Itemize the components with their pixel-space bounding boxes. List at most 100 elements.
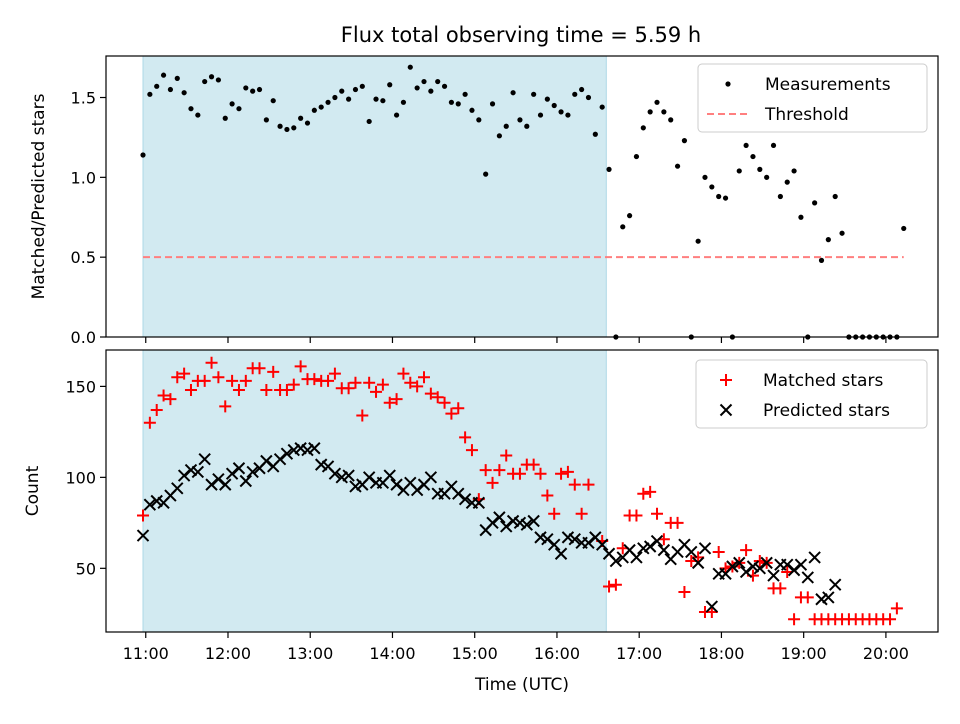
matched-star-point [356, 409, 369, 422]
matched-star-point [294, 360, 307, 373]
x-tick-label: 20:00 [863, 644, 909, 663]
measurement-point [167, 86, 174, 93]
matched-star-point [205, 356, 218, 369]
matched-star-point [143, 416, 156, 429]
bottom-panel: 50 100 150 11:00 12:00 13:00 14:00 15:00 16:00 17… [23, 349, 939, 695]
matched-star-point [465, 444, 478, 457]
legend-label: Threshold [764, 105, 849, 125]
measurement-point [633, 153, 640, 160]
matched-star-point [397, 367, 410, 380]
measurement-point [222, 115, 228, 121]
matched-star-point [328, 367, 341, 380]
predicted-star-point [767, 569, 780, 582]
predicted-star-point [143, 498, 157, 511]
legend-box [695, 359, 928, 429]
matched-star-point [561, 465, 574, 478]
predicted-star-point [342, 469, 355, 482]
matched-star-point [712, 545, 725, 558]
measurement-point [202, 78, 208, 85]
measurement-point [400, 99, 407, 105]
measurement-point [236, 106, 242, 112]
measurement-point [284, 126, 290, 133]
measurement-point [352, 86, 359, 93]
matched-star-point [137, 509, 150, 522]
measurement-point [263, 117, 269, 123]
predicted-star-point [801, 571, 814, 584]
matched-star-point [548, 507, 561, 520]
measurement-point [777, 193, 783, 200]
y-tick-label: 0.0 [71, 328, 96, 347]
matched-star-point [445, 407, 458, 420]
predicted-star-point [328, 467, 342, 480]
x-tick-label: 18:00 [698, 644, 744, 663]
predicted-star-point [136, 529, 150, 542]
measurement-point [435, 78, 441, 85]
matched-star-point [232, 384, 245, 397]
measurement-point [812, 200, 818, 206]
measurement-point [825, 237, 831, 243]
matched-star-point [774, 582, 787, 595]
measurement-point [654, 99, 660, 105]
matched-star-point [390, 393, 403, 406]
predicted-star-point [691, 556, 705, 570]
matched-star-point [411, 380, 424, 393]
measurement-point [531, 91, 537, 97]
measurement-point [414, 85, 420, 91]
matched-star-point [513, 467, 526, 480]
matched-star-point [493, 464, 506, 477]
predicted-star-point [650, 534, 664, 548]
measurement-point [668, 117, 674, 123]
measurement-point [818, 257, 825, 263]
measurement-point [716, 193, 722, 200]
matched-star-point [459, 431, 472, 444]
matched-star-point [219, 400, 232, 413]
measurement-point [256, 86, 263, 93]
predicted-star-point [527, 514, 540, 528]
matched-star-point [253, 362, 266, 375]
y-tick-label: 100 [65, 468, 96, 487]
y-tick-label: 50 [76, 559, 96, 578]
predicted-star-point [239, 474, 253, 488]
matched-star-point [417, 371, 430, 384]
matched-star-point [424, 387, 437, 400]
predicted-star-point [657, 543, 671, 557]
legend-label: Predicted stars [763, 401, 890, 421]
measurement-point [524, 123, 530, 129]
matched-star-point [376, 378, 389, 391]
axes-frame [105, 349, 939, 633]
measurement-point [188, 106, 194, 112]
matched-star-point [740, 544, 753, 557]
measurement-point [901, 225, 907, 232]
predicted-star-point [472, 496, 486, 510]
matched-star-point [226, 374, 239, 387]
measurement-point [140, 152, 146, 158]
matched-star-point [637, 487, 650, 500]
legend-predicted-swatch [719, 403, 733, 417]
measurement-point [298, 115, 304, 121]
predicted-star-point [232, 462, 246, 475]
measurement-point [839, 230, 845, 236]
measurement-point [551, 102, 557, 109]
matched-star-point [486, 476, 499, 489]
measurement-point [441, 83, 448, 89]
x-tick-label: 14:00 [369, 644, 415, 663]
predicted-star-point [595, 538, 609, 551]
measurement-point [784, 179, 790, 185]
predicted-star-point [308, 442, 321, 455]
measurement-point [483, 171, 489, 177]
matched-star-point [671, 516, 684, 529]
measurement-point [208, 74, 215, 80]
measurement-point [174, 75, 180, 81]
measurement-point [695, 238, 701, 244]
predicted-star-point [280, 447, 294, 460]
measurement-point [291, 125, 297, 131]
measurement-point [517, 117, 523, 123]
measurement-point [318, 104, 324, 110]
measurement-point [599, 104, 605, 110]
measurement-point [798, 214, 804, 220]
measurement-point [496, 133, 502, 139]
matched-star-point [431, 391, 444, 404]
matched-star-point [555, 467, 568, 480]
measurement-point [579, 86, 585, 93]
